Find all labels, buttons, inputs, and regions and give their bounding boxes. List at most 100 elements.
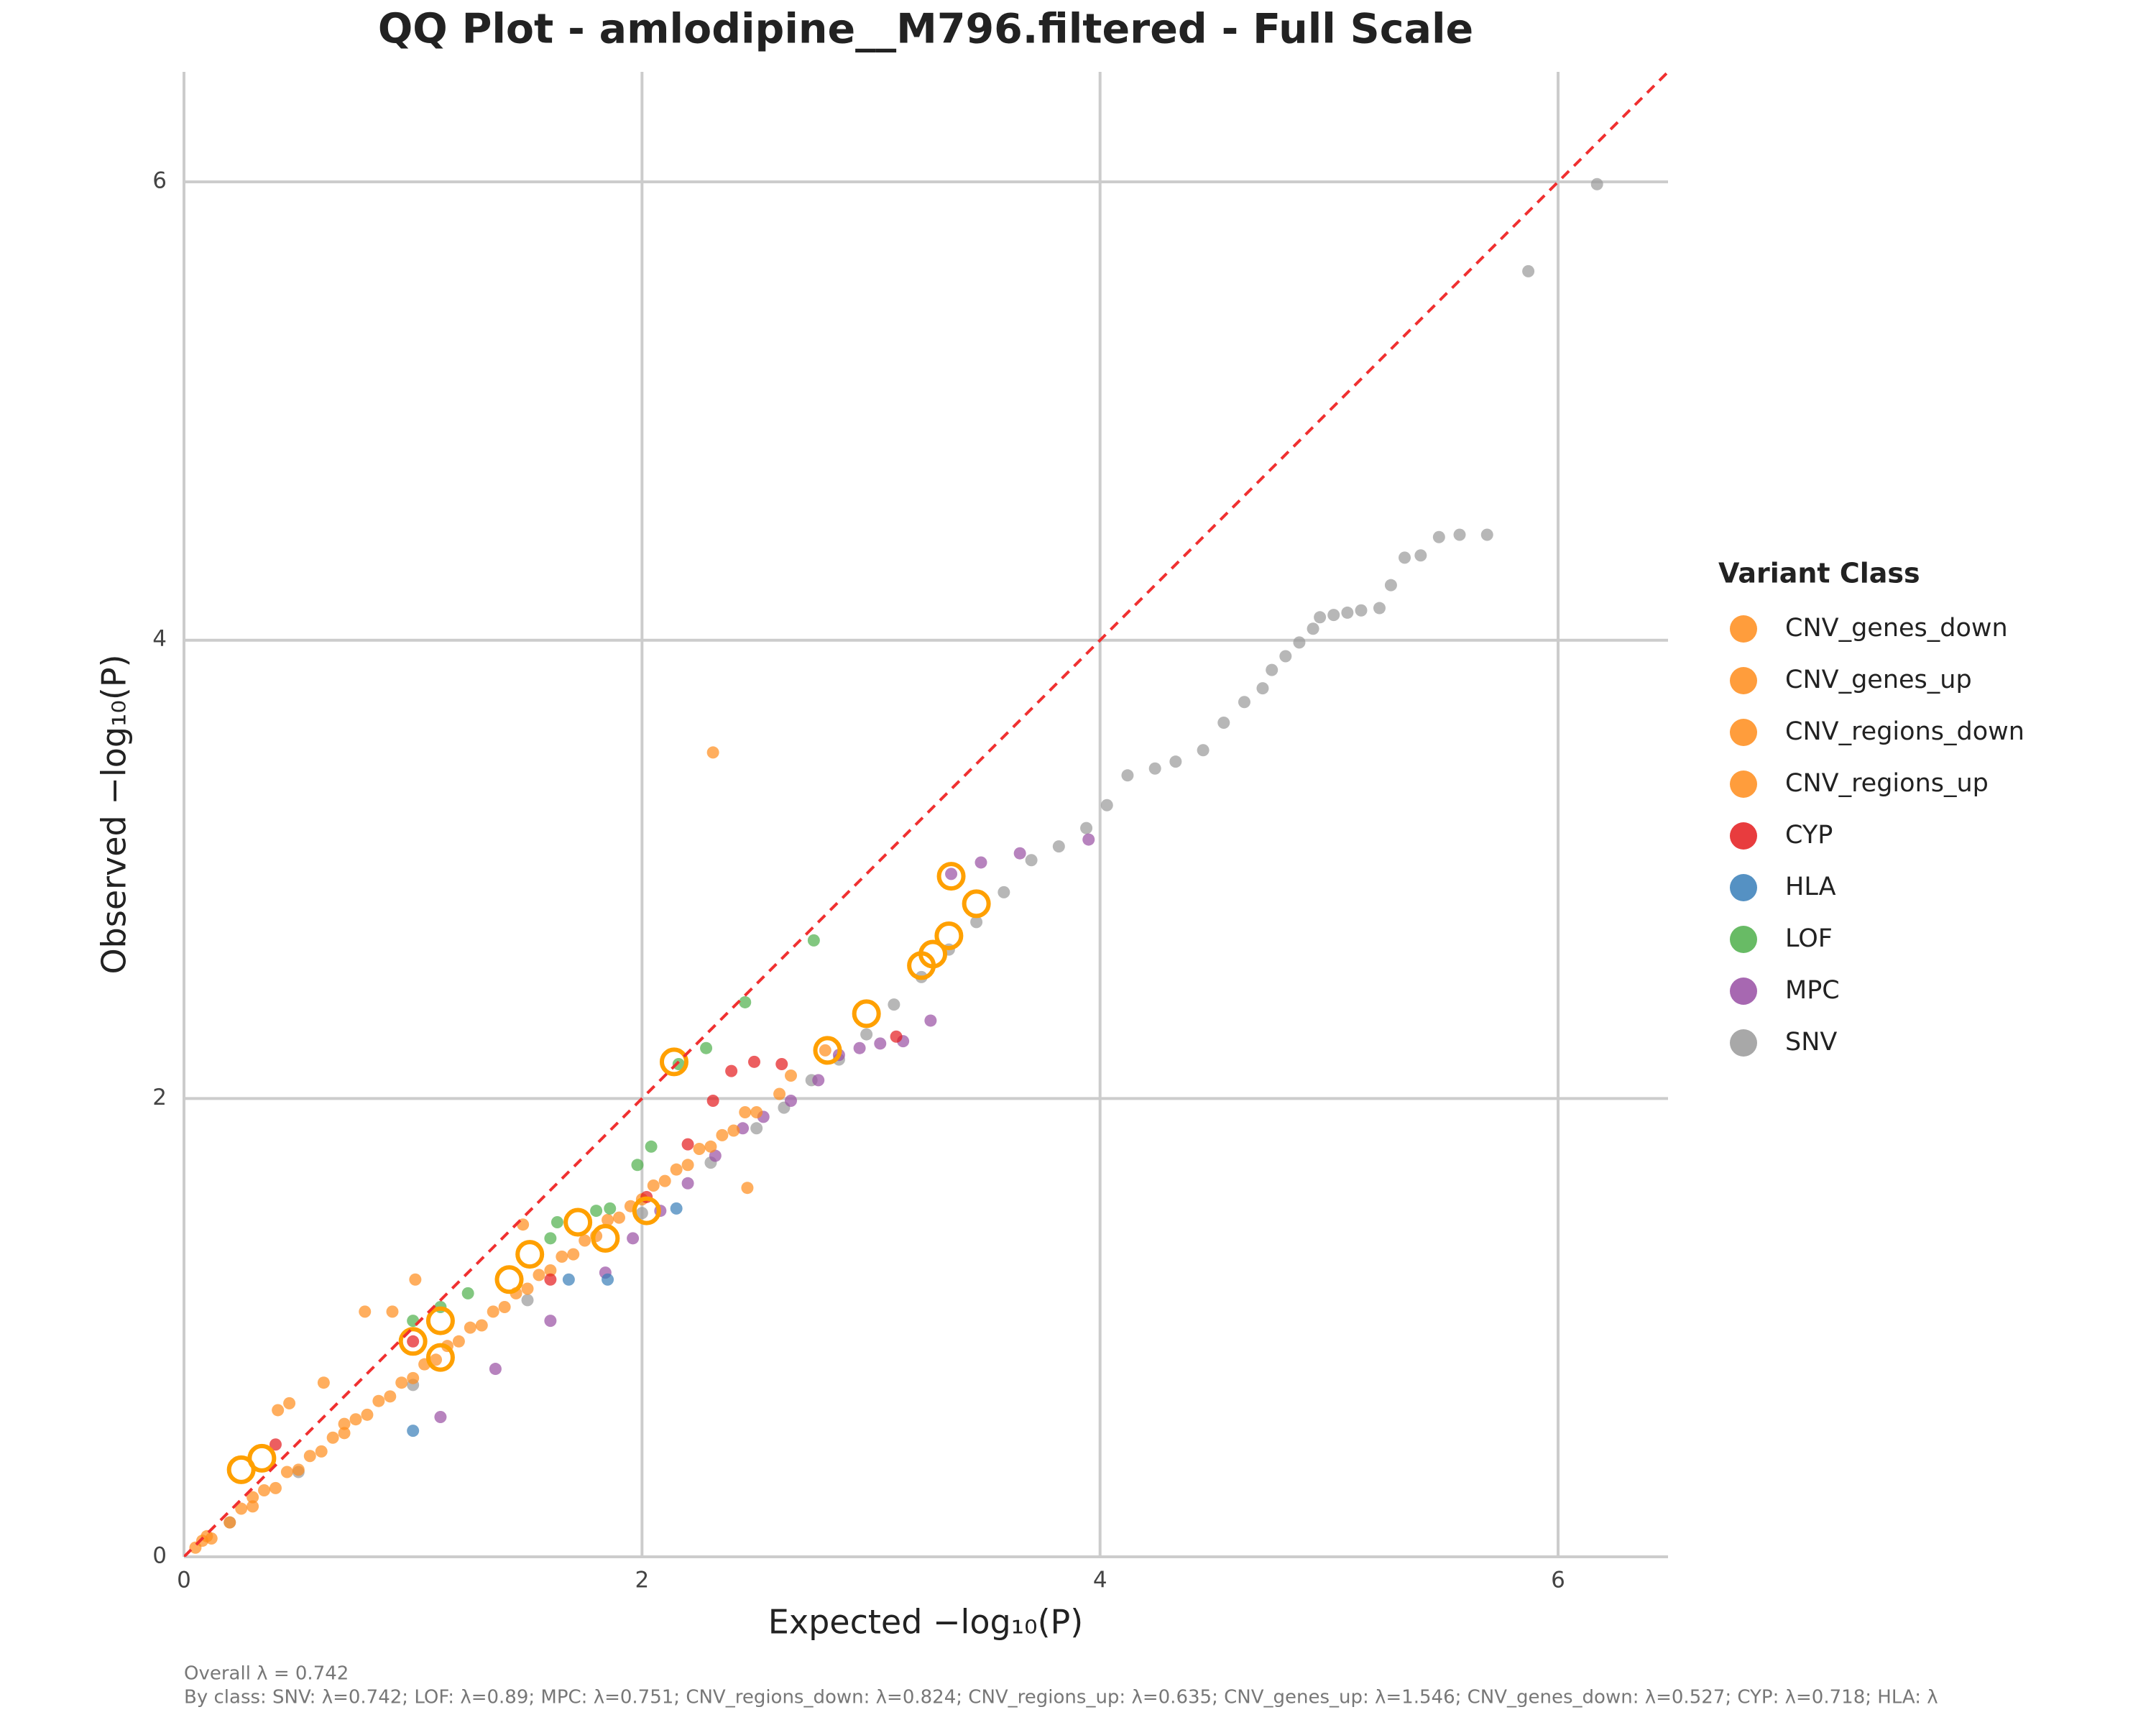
legend-label: HLA	[1785, 873, 1836, 901]
point	[1590, 178, 1603, 190]
point	[521, 1282, 534, 1295]
legend-label: CNV_regions_down	[1785, 717, 2024, 746]
point	[386, 1305, 399, 1318]
highlight-ring	[659, 1047, 688, 1077]
highlight-ring	[591, 1223, 620, 1253]
point	[819, 1044, 831, 1057]
point	[716, 1128, 729, 1141]
point	[1100, 799, 1113, 811]
highlight-ring	[494, 1265, 524, 1294]
point	[727, 1124, 740, 1137]
point	[1373, 602, 1386, 615]
plot-area	[184, 72, 1668, 1557]
point	[737, 1122, 750, 1135]
point	[372, 1394, 385, 1407]
legend-marker	[1730, 615, 1757, 643]
point	[1399, 551, 1411, 564]
x-tick-label: 0	[177, 1568, 191, 1593]
y-tick-label: 0	[152, 1543, 167, 1569]
point	[1414, 549, 1427, 562]
point	[888, 998, 900, 1011]
point	[498, 1300, 511, 1313]
point	[725, 1064, 738, 1077]
point	[704, 1140, 717, 1153]
point	[1293, 636, 1306, 649]
point	[1327, 609, 1340, 622]
highlight-ring	[962, 889, 991, 919]
point	[407, 1425, 420, 1438]
footnote: By class: SNV: λ=0.742; LOF: λ=0.89; MPC…	[184, 1687, 1938, 1708]
point	[349, 1413, 362, 1426]
highlight-ring	[934, 921, 964, 950]
highlight-ring	[563, 1208, 593, 1237]
point	[544, 1273, 557, 1286]
point	[201, 1530, 213, 1542]
point	[773, 1087, 786, 1100]
point	[1082, 833, 1095, 846]
point	[1052, 840, 1065, 853]
point	[750, 1122, 763, 1135]
legend-marker	[1730, 874, 1757, 901]
footnote: Overall λ = 0.742	[184, 1663, 349, 1685]
highlight-ring	[425, 1343, 455, 1372]
point	[741, 1182, 754, 1195]
point	[1169, 755, 1182, 768]
point	[681, 1138, 694, 1151]
point	[1121, 769, 1134, 782]
highlight-ring	[226, 1455, 256, 1484]
point	[315, 1445, 328, 1458]
point	[784, 1069, 797, 1082]
point	[235, 1502, 248, 1515]
point	[461, 1287, 474, 1300]
x-tick-label: 6	[1551, 1568, 1565, 1593]
highlight-ring	[852, 999, 881, 1029]
legend-marker	[1730, 667, 1757, 694]
point	[739, 995, 752, 1008]
legend-label: LOF	[1785, 924, 1833, 953]
point	[750, 1105, 763, 1118]
highlight-ring	[907, 951, 936, 980]
point	[627, 1232, 640, 1245]
point	[292, 1463, 305, 1476]
point	[487, 1305, 499, 1318]
point	[747, 1055, 760, 1068]
point	[247, 1491, 259, 1504]
point	[975, 856, 987, 869]
point	[874, 1037, 887, 1050]
legend-title: Variant Class	[1718, 558, 1920, 589]
point	[283, 1397, 296, 1409]
point	[338, 1417, 351, 1430]
point	[556, 1250, 568, 1263]
point	[631, 1159, 644, 1172]
point	[272, 1404, 285, 1417]
point	[1522, 264, 1535, 277]
x-tick-label: 2	[635, 1568, 649, 1593]
point	[407, 1371, 420, 1384]
point	[658, 1174, 671, 1187]
point	[1080, 822, 1093, 834]
point	[452, 1335, 465, 1348]
point	[860, 1028, 873, 1041]
point	[269, 1438, 282, 1451]
point	[407, 1335, 420, 1348]
y-tick-label: 6	[152, 168, 167, 194]
legend-marker	[1730, 978, 1757, 1005]
point	[1025, 854, 1038, 867]
point	[533, 1269, 545, 1282]
highlight-ring	[398, 1327, 428, 1356]
point	[326, 1431, 339, 1444]
legend-label: CNV_genes_up	[1785, 666, 1972, 694]
point	[409, 1273, 422, 1286]
point	[1355, 604, 1368, 617]
point	[635, 1207, 648, 1220]
point	[430, 1353, 443, 1366]
point	[647, 1179, 660, 1192]
point	[247, 1500, 259, 1513]
legend-label: MPC	[1785, 976, 1840, 1005]
highlight-ring	[425, 1306, 455, 1335]
point	[567, 1248, 580, 1261]
point	[1238, 696, 1250, 709]
point	[317, 1376, 330, 1389]
